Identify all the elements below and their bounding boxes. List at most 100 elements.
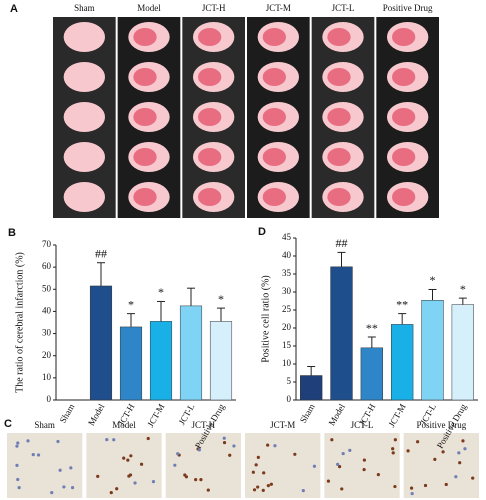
cell bbox=[338, 465, 342, 469]
y-tick-label: 60 bbox=[42, 261, 52, 271]
cell bbox=[109, 491, 113, 495]
bar bbox=[89, 285, 113, 401]
cell bbox=[232, 444, 236, 448]
cell bbox=[222, 436, 226, 440]
x-tick-label: JCT-H bbox=[357, 402, 378, 428]
significance: * bbox=[430, 273, 436, 287]
infarct bbox=[327, 28, 351, 46]
cell bbox=[129, 454, 133, 458]
cell bbox=[262, 471, 266, 475]
group-label: JCT-L bbox=[332, 3, 355, 13]
cell bbox=[15, 444, 19, 448]
cell bbox=[410, 491, 414, 496]
infarct bbox=[198, 108, 222, 126]
cell bbox=[391, 451, 395, 455]
cell bbox=[197, 448, 201, 452]
bar bbox=[330, 266, 353, 401]
panel-label: C bbox=[4, 418, 12, 430]
panel-label: A bbox=[10, 3, 18, 15]
cell bbox=[251, 470, 255, 474]
infarct bbox=[198, 68, 222, 86]
cell bbox=[269, 482, 273, 486]
bar bbox=[149, 321, 173, 401]
cell bbox=[122, 456, 126, 460]
infarct bbox=[133, 108, 157, 126]
group-label: Sham bbox=[34, 420, 55, 430]
x-tick-label: Sham bbox=[58, 402, 77, 425]
significance: ** bbox=[396, 297, 408, 311]
cell bbox=[406, 449, 410, 453]
y-axis-label: Positive cell ratio (%) bbox=[260, 275, 271, 362]
infarct bbox=[133, 28, 157, 46]
panel-label: D bbox=[258, 226, 266, 238]
y-tick-label: 50 bbox=[42, 283, 52, 293]
cell bbox=[26, 439, 30, 443]
group-label: Sham bbox=[74, 3, 95, 13]
cell bbox=[126, 458, 130, 462]
infarct bbox=[392, 188, 416, 206]
infarct bbox=[327, 188, 351, 206]
x-tick-label: JCT-M bbox=[145, 402, 166, 429]
x-tick-label: JCT-M bbox=[386, 402, 407, 429]
infarct bbox=[262, 28, 286, 46]
cell bbox=[17, 486, 21, 490]
y-tick-label: 10 bbox=[282, 358, 292, 368]
cell bbox=[146, 436, 150, 441]
cell bbox=[471, 476, 475, 480]
cell bbox=[458, 461, 462, 465]
cell bbox=[362, 458, 367, 462]
y-tick-label: 70 bbox=[42, 239, 52, 249]
infarct bbox=[392, 28, 416, 46]
significance: * bbox=[218, 292, 224, 306]
cell bbox=[15, 463, 19, 467]
bar bbox=[451, 304, 475, 401]
group-label: JCT-H bbox=[202, 3, 226, 13]
cell bbox=[256, 455, 260, 459]
cell bbox=[461, 439, 465, 443]
bar bbox=[119, 326, 143, 401]
cell bbox=[457, 451, 461, 455]
cell bbox=[133, 481, 137, 485]
significance: * bbox=[158, 285, 164, 299]
infarct bbox=[327, 68, 351, 86]
brain-slice bbox=[63, 142, 106, 172]
micrograph bbox=[403, 433, 479, 498]
x-tick-label: Model bbox=[327, 402, 348, 428]
significance: * bbox=[460, 282, 466, 296]
bar bbox=[209, 321, 233, 401]
cell bbox=[112, 438, 116, 442]
brain-slice bbox=[63, 62, 106, 92]
infarct bbox=[198, 148, 222, 166]
infarct bbox=[198, 188, 222, 206]
cell bbox=[176, 452, 180, 456]
y-tick-label: 15 bbox=[282, 340, 292, 350]
cell bbox=[31, 453, 35, 457]
cell bbox=[393, 438, 397, 442]
cell bbox=[62, 485, 66, 489]
y-tick-label: 0 bbox=[287, 394, 292, 404]
bar bbox=[179, 305, 203, 401]
infarct bbox=[198, 28, 222, 46]
y-tick-label: 5 bbox=[287, 376, 292, 386]
cell bbox=[261, 488, 265, 492]
panel-label: B bbox=[8, 227, 16, 239]
cell bbox=[463, 447, 467, 451]
group-label: JCT-L bbox=[351, 420, 374, 430]
group-label: JCT-H bbox=[191, 420, 215, 430]
cell bbox=[348, 448, 352, 452]
cell bbox=[416, 440, 420, 444]
cell bbox=[326, 479, 331, 483]
cell bbox=[222, 441, 227, 445]
y-tick-label: 30 bbox=[42, 328, 52, 338]
infarct bbox=[133, 68, 157, 86]
cell bbox=[330, 438, 334, 442]
micrograph bbox=[86, 433, 162, 498]
cell bbox=[228, 453, 232, 457]
group-label: JCT-M bbox=[266, 3, 291, 13]
cell bbox=[96, 474, 100, 478]
group-label: Positive Drug bbox=[383, 3, 433, 13]
cell bbox=[256, 485, 260, 489]
cell bbox=[206, 488, 210, 492]
